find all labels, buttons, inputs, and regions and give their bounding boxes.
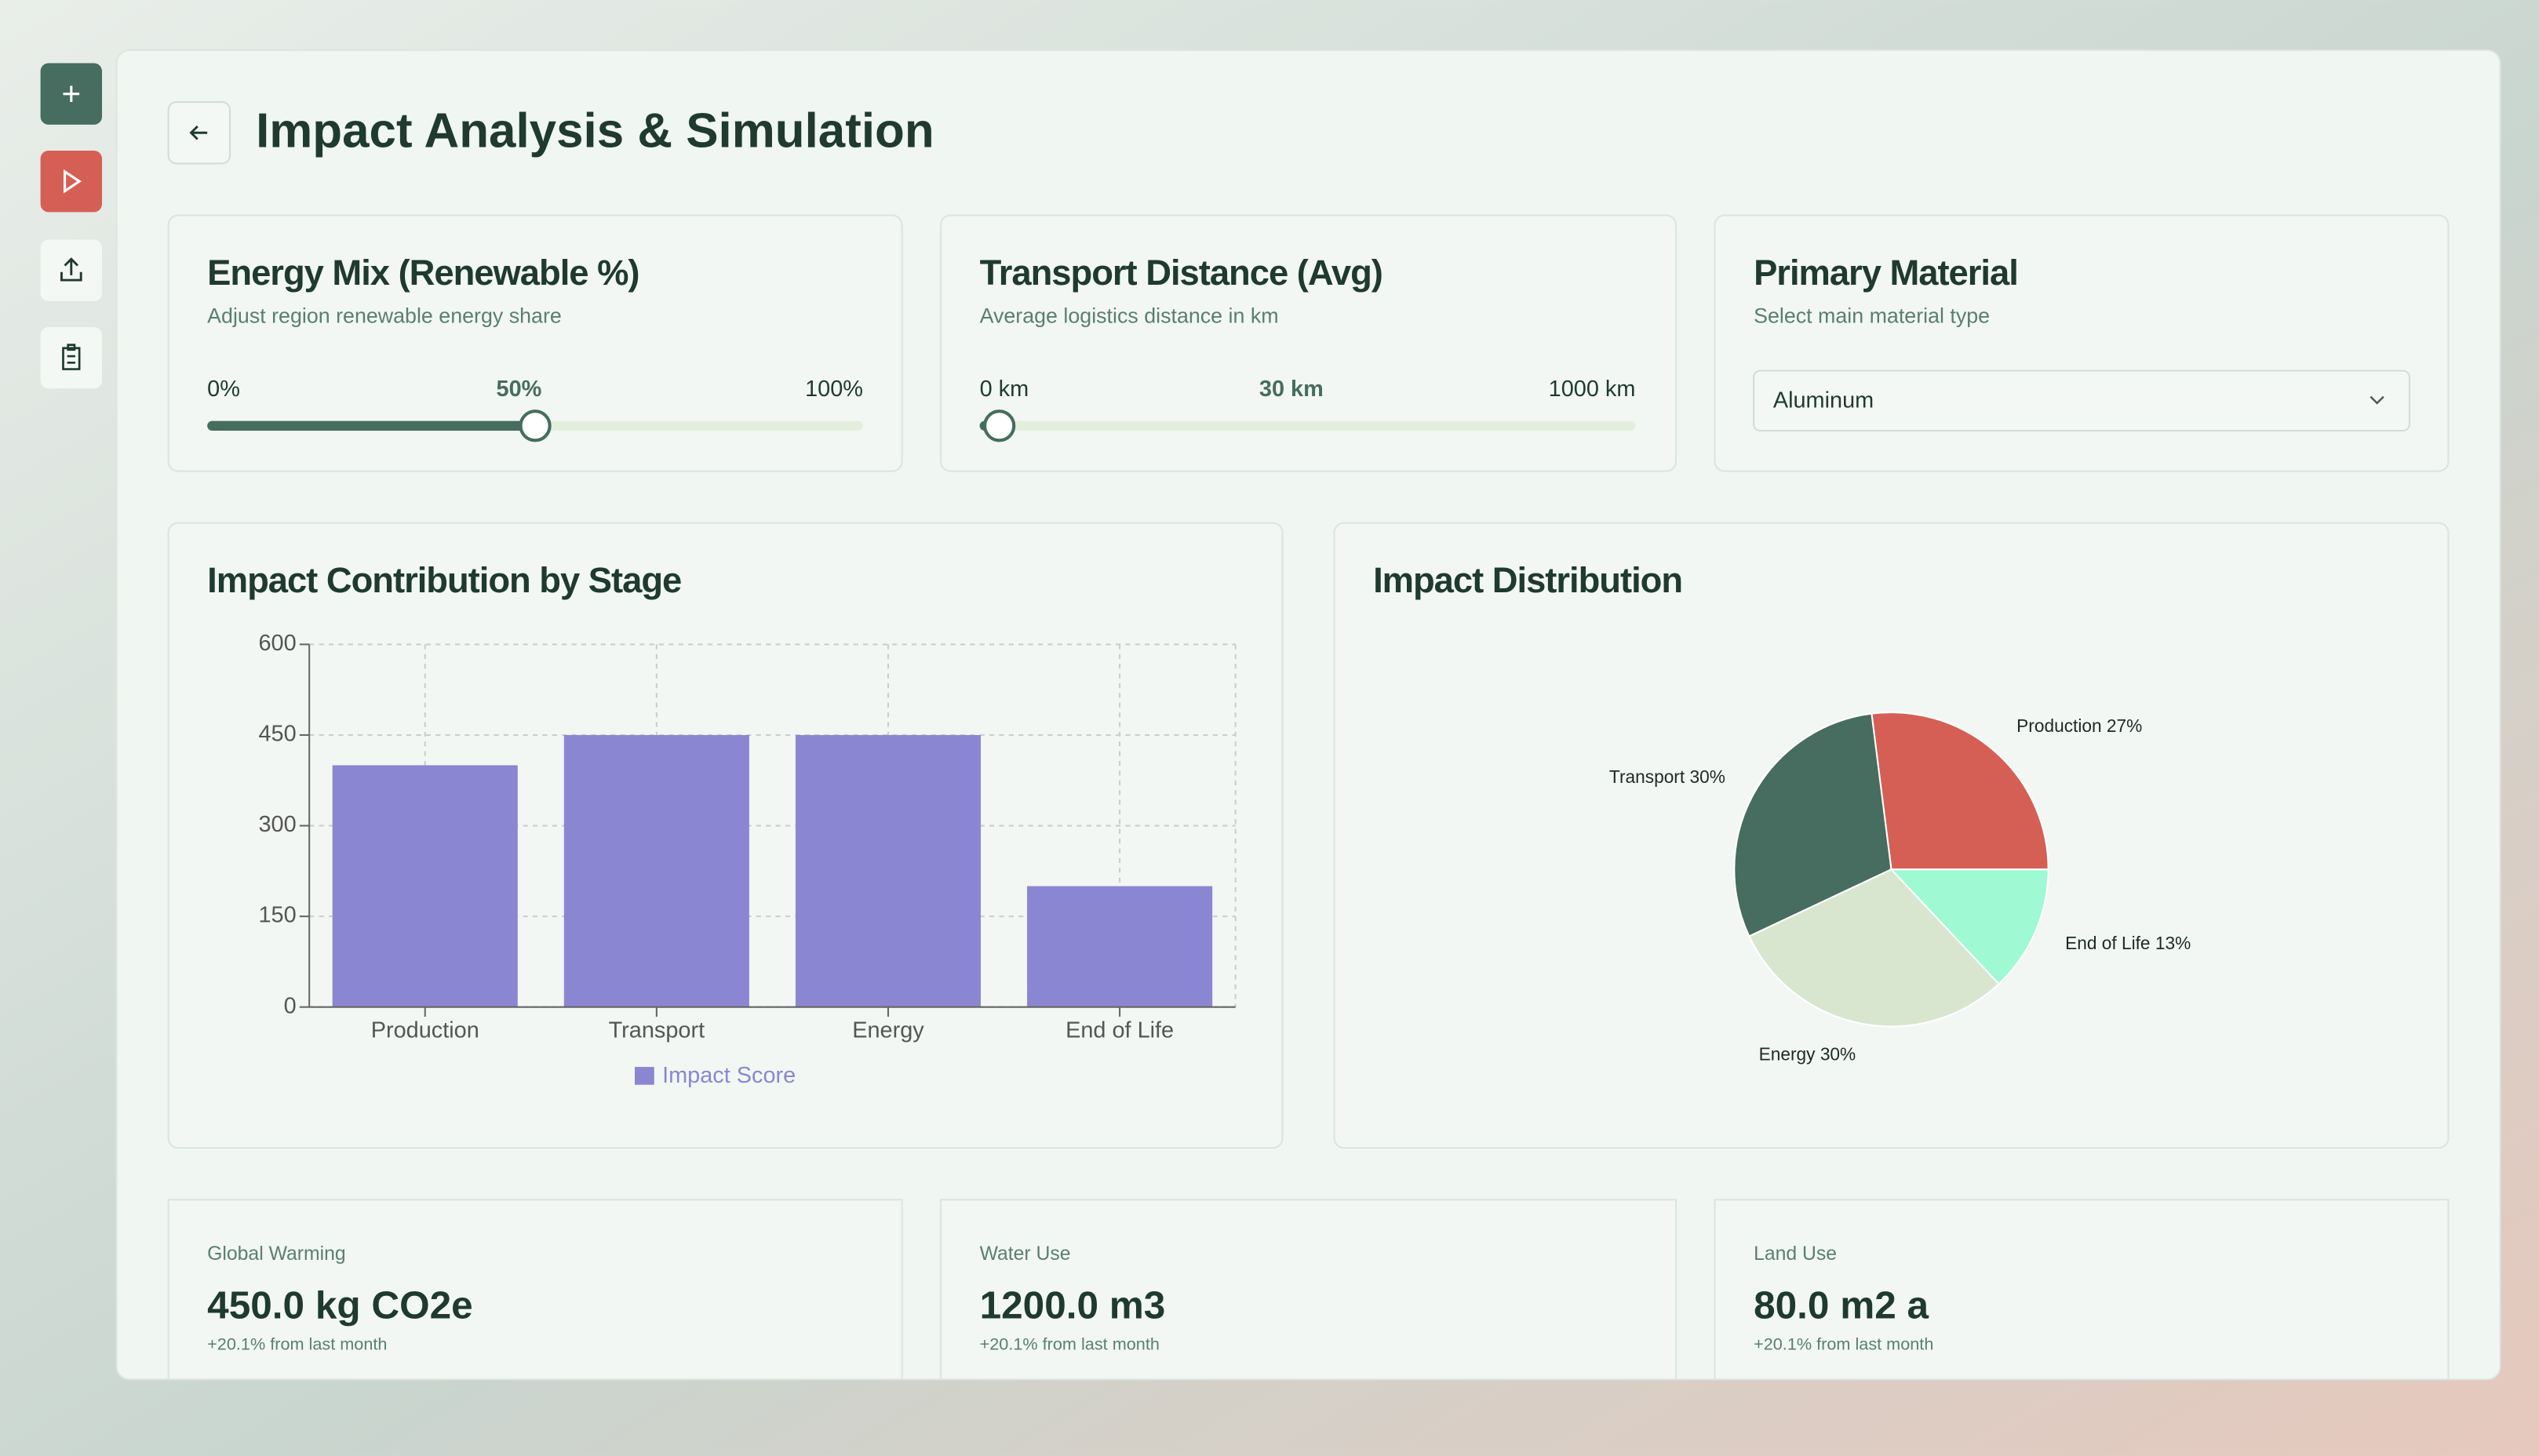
slider-knob[interactable] [519,410,552,442]
pie-slice [1733,712,1892,937]
card-subtitle: Adjust region renewable energy share [207,304,562,328]
bar [1027,886,1213,1007]
upload-icon [60,257,82,282]
slider-min-label: 0 km [980,377,1029,402]
metric-card [1714,1199,2450,1381]
pie-label: Production 27% [2016,715,2142,736]
bar [332,765,518,1007]
back-icon [189,125,208,140]
card-subtitle: Select main material type [1754,304,1990,328]
metric-label: Land Use [1754,1243,1837,1265]
metric-card [167,1199,903,1381]
pie-slice [1889,868,2049,985]
pie-label: End of Life 13% [2065,933,2191,953]
legend-label: Impact Score [662,1063,796,1088]
slider-fill [207,420,536,431]
control-card [167,214,903,472]
slider-max-label: 100% [805,377,863,402]
material-select[interactable] [1753,369,2410,432]
y-tick-label: 600 [258,631,296,656]
slider-knob[interactable] [983,410,1016,442]
card-subtitle: Average logistics distance in km [980,304,1279,328]
x-tick-label: Transport [609,1017,705,1043]
chevron-icon [2370,395,2384,405]
y-tick-label: 150 [258,903,296,928]
run-button[interactable] [40,150,103,213]
card-title: Energy Mix (Renewable %) [207,253,639,293]
metric-card [940,1199,1677,1381]
play-icon [64,169,82,194]
metric-value: 450.0 kg CO2e [207,1284,473,1327]
card-title: Transport Distance (Avg) [980,253,1382,293]
chart-title: Impact Contribution by Stage [207,560,681,600]
control-card [940,214,1677,472]
metric-value: 80.0 m2 a [1754,1284,1929,1327]
slider-max-label: 1000 km [1549,377,1636,402]
metric-change: +20.1% from last month [1754,1334,1933,1354]
clipboard-icon [62,344,81,370]
x-tick-label: Energy [852,1017,924,1043]
bar [795,734,982,1007]
add-icon [63,86,80,103]
metric-value: 1200.0 m3 [980,1284,1166,1327]
metric-change: +20.1% from last month [207,1334,387,1354]
slider-value-label: 30 km [1259,377,1324,402]
y-tick-label: 300 [258,812,296,837]
legend-swatch [635,1067,654,1085]
pie-slice [1747,868,2000,1028]
sidebar [40,63,103,389]
pie-label: Energy 30% [1759,1043,1856,1064]
y-tick-label: 450 [258,722,296,747]
pie-label: Transport 30% [1609,766,1725,787]
x-tick-label: Production [371,1017,479,1043]
metric-change: +20.1% from last month [980,1334,1160,1354]
bar [563,734,749,1007]
page-title: Impact Analysis & Simulation [256,104,934,158]
slider-value-label: 50% [497,377,542,402]
pie-slice [1871,712,2049,871]
y-tick-label: 0 [284,993,297,1018]
x-tick-label: End of Life [1066,1017,1174,1043]
slider-track [979,420,1636,431]
metric-label: Water Use [980,1243,1071,1265]
chart-title: Impact Distribution [1373,560,1682,600]
select-value: Aluminum [1773,388,1874,413]
card-title: Primary Material [1754,253,2018,293]
slider-min-label: 0% [207,377,240,402]
metric-label: Global Warming [207,1243,346,1265]
report-button[interactable] [40,326,103,389]
